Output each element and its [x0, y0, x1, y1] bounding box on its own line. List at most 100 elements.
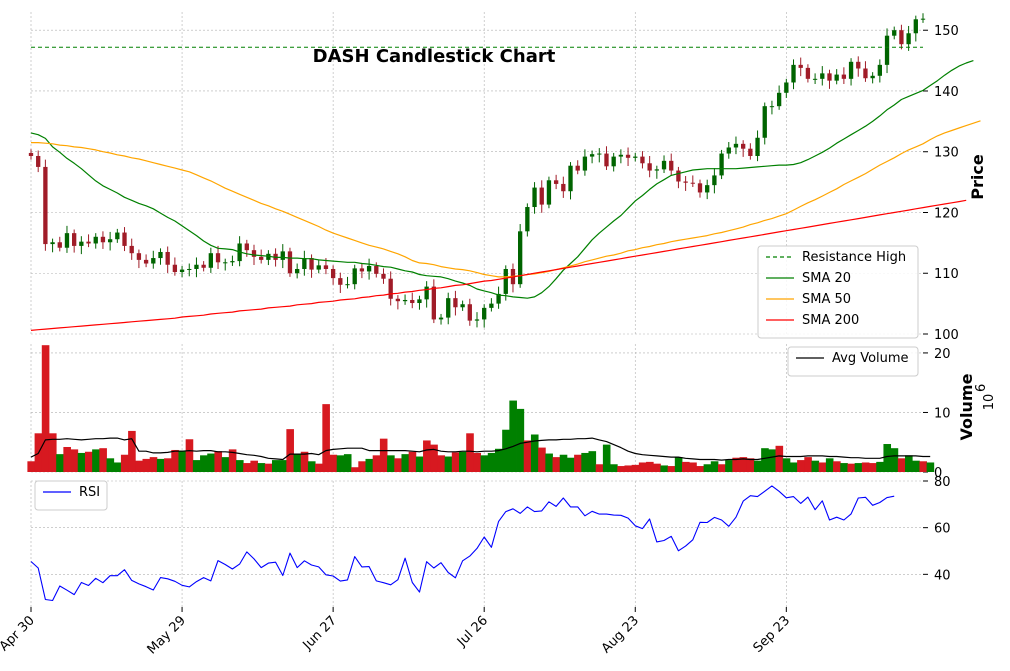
candle-body	[863, 68, 868, 79]
candle-body	[892, 30, 897, 36]
volume-bar	[653, 463, 661, 472]
candle-body	[611, 156, 616, 167]
volume-bar	[135, 460, 143, 472]
volume-bar	[271, 460, 280, 472]
volume-bar	[63, 446, 71, 472]
svg-text:6: 6	[974, 384, 989, 392]
candle-body	[151, 258, 156, 264]
volume-bar	[408, 451, 417, 472]
volume-bar	[264, 463, 273, 472]
volume-bar	[243, 463, 251, 472]
candle-body	[726, 147, 731, 154]
volume-bar	[343, 454, 352, 472]
sma-20-line	[30, 60, 974, 299]
volume-bar	[164, 458, 172, 472]
candle-body	[223, 262, 228, 264]
volume-bar	[487, 452, 496, 472]
candle-body	[582, 156, 588, 171]
volume-bar	[710, 461, 719, 472]
candle-body	[136, 253, 142, 260]
candle-body	[776, 92, 782, 107]
price-legend-entry: SMA 50	[802, 292, 851, 307]
candle-body	[172, 264, 178, 273]
volume-bar	[660, 465, 669, 472]
volume-bar	[92, 449, 100, 472]
volume-bar	[473, 452, 481, 472]
candle-body	[755, 137, 760, 156]
candle-body	[323, 265, 329, 269]
volume-bar	[423, 440, 431, 472]
volume-bar	[919, 461, 927, 472]
candle-body	[244, 243, 249, 251]
candle-body	[489, 303, 494, 308]
candle-body	[812, 78, 818, 80]
candle-body	[532, 187, 537, 208]
volume-legend: Avg Volume	[787, 346, 919, 377]
volume-bar	[876, 461, 884, 472]
volume-bar	[797, 460, 805, 472]
candle-body	[661, 160, 667, 170]
price-ytick-label: 150	[934, 24, 959, 39]
volume-bar	[818, 462, 827, 472]
candle-body	[848, 61, 854, 79]
candle-body	[79, 241, 84, 246]
candle-body	[266, 253, 271, 260]
volume-bar	[257, 463, 266, 472]
x-tick-label: Apr 30	[0, 613, 38, 654]
volume-bar	[99, 448, 107, 472]
price-ytick-label: 110	[934, 267, 959, 282]
volume-bar	[897, 458, 906, 472]
rsi-legend: RSI	[34, 480, 108, 511]
volume-bar	[444, 456, 453, 472]
candle-body	[208, 253, 213, 268]
volume-bar	[379, 438, 388, 472]
volume-bar	[415, 456, 424, 472]
price-legend: Resistance High SMA 20 SMA 50 SMA 200	[757, 245, 919, 339]
price-ytick-label: 120	[934, 206, 959, 221]
volume-bar	[883, 444, 892, 472]
candle-body	[539, 187, 544, 205]
candle-body	[791, 64, 796, 83]
candle-body	[165, 251, 170, 265]
candle-body	[784, 82, 789, 93]
candle-body	[669, 160, 674, 171]
candle-body	[827, 73, 832, 81]
volume-bar	[286, 429, 294, 472]
volume-bar	[221, 457, 230, 472]
candle-body	[395, 298, 401, 302]
candle-body	[338, 278, 343, 285]
volume-bar	[437, 455, 446, 472]
candle-body	[748, 148, 753, 156]
volume-bar	[761, 448, 769, 472]
volume-bar	[322, 404, 330, 472]
volume-bar	[192, 460, 201, 472]
volume-bar	[387, 455, 395, 472]
candle-body	[158, 251, 163, 259]
volume-bar	[912, 460, 920, 472]
volume-bar	[753, 460, 762, 472]
candle-body	[697, 183, 703, 193]
candle-body	[719, 153, 724, 176]
candle-body	[769, 106, 775, 108]
volume-bar	[372, 455, 381, 472]
volume-bar	[725, 460, 733, 472]
volume-bar	[717, 464, 726, 472]
volume-bar	[171, 449, 179, 472]
candle-body	[453, 298, 458, 308]
candle-body	[431, 286, 436, 320]
volume-bar	[732, 457, 740, 472]
candle-body	[899, 30, 904, 45]
candle-body	[906, 33, 911, 45]
price-axis-label: Price	[968, 154, 987, 200]
candle-body	[64, 233, 70, 248]
candle-body	[856, 61, 861, 69]
volume-bar	[149, 457, 158, 472]
volume-bar	[480, 455, 489, 472]
rsi-line	[30, 485, 895, 602]
candle-body	[309, 258, 314, 270]
candle-body	[920, 18, 926, 20]
rsi-legend-entry: RSI	[79, 485, 100, 500]
volume-bar	[667, 466, 676, 472]
volume-bar	[739, 457, 748, 472]
candle-body	[798, 64, 803, 68]
